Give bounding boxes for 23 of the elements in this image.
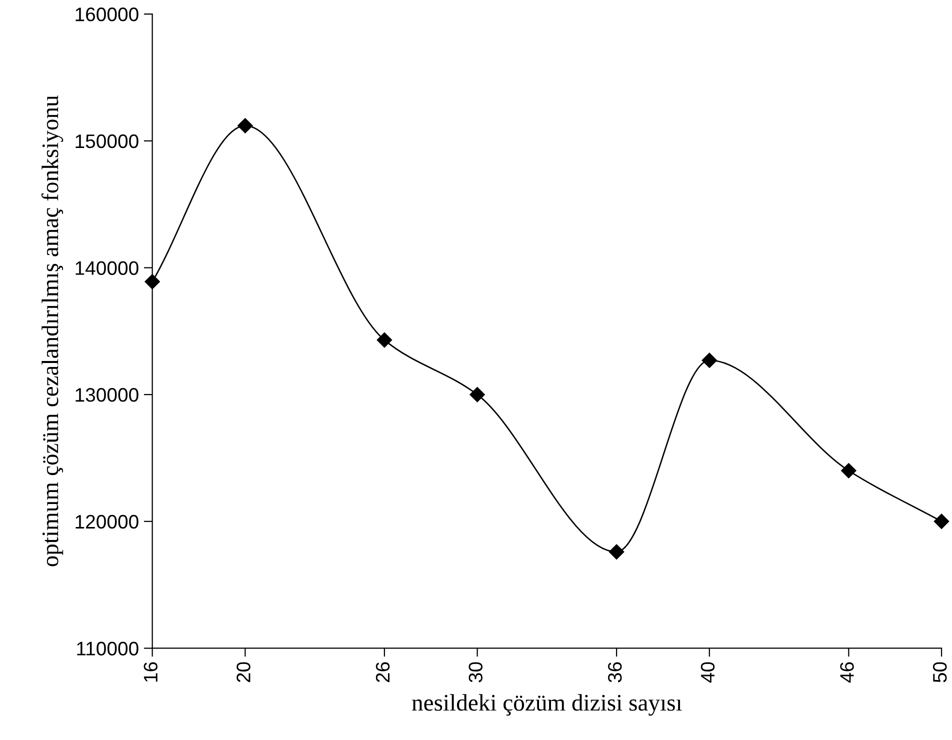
- x-tick-label: 16: [144, 662, 158, 682]
- point: [608, 544, 624, 560]
- x-tick-label: 30: [468, 662, 483, 682]
- y-tick-label: 150000: [76, 134, 138, 148]
- point: [238, 118, 253, 134]
- point: [470, 387, 485, 402]
- x-tick-label: 40: [700, 662, 715, 683]
- y-tick-label: 160000: [76, 8, 138, 22]
- y-tick-label: 110000: [77, 642, 138, 656]
- point: [702, 352, 717, 368]
- y-axis-title: optimum çözüm cezalandırılmış amaç fonksiyonu: [41, 96, 64, 566]
- x-tick-label: 20: [236, 662, 250, 682]
- point: [934, 514, 950, 529]
- x-tick-label: 46: [840, 662, 854, 683]
- x-tick-label: 36: [608, 662, 622, 682]
- y-tick-label: 130000: [76, 388, 138, 402]
- x-tick-label: 26: [376, 662, 390, 682]
- y-tick-label: 120000: [76, 514, 138, 529]
- point: [376, 332, 392, 348]
- x-axis-title: nesildeki çözüm dizisi sayısı: [412, 694, 682, 716]
- y-tick-label: 140000: [76, 261, 138, 275]
- point: [841, 463, 856, 478]
- x-tick-label: 50: [932, 662, 947, 682]
